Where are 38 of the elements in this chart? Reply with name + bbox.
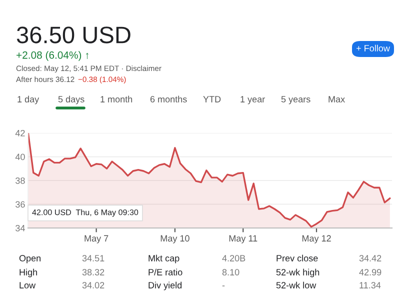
text: Div yield [148,282,182,290]
text: 38.32 [82,269,104,276]
text: Low [20,282,36,288]
text: Prev close [276,254,318,262]
text: 5 days [58,96,84,104]
text: 6 months [150,96,187,102]
text: 5 years [281,96,310,104]
text: + Follow [356,44,390,52]
text: 52-wk low [276,282,316,288]
y-tick-label: 38 [16,177,25,184]
y-tick-label: 36 [16,201,25,208]
text: 1 month [100,96,132,102]
text: 34.02 [82,282,104,288]
text: 52-wk high [276,268,320,278]
text: 11.34 [360,282,381,288]
text: 42.99 [359,269,382,276]
chart-title: 36.50 USD [16,26,130,44]
text: Mkt cap [148,254,180,264]
annotation: 42.00 USD Thu, 6 May 09:30 [32,209,138,217]
x-tick-label: May 11 [229,235,258,244]
text: P/E ratio [148,268,182,276]
x-tick-label: May 7 [84,235,108,244]
text: High [20,268,37,278]
text: 1 year [240,96,265,104]
chart-subtitle: +2.08 (6.04%) ↑ [16,51,88,61]
text: YTD [203,96,221,102]
text: 1 day [18,96,40,104]
y-tick-label: 40 [15,154,25,160]
text: Max [328,96,345,102]
text: 34.42 [359,255,382,262]
text: 8.10 [222,269,240,276]
x-tick-label: May 12 [302,235,331,244]
text: 34.51 [82,255,104,262]
text: 4.20B [222,255,246,262]
text: Open [19,255,40,264]
y-tick-label: 42 [15,130,25,136]
x-tick-label: May 10 [160,235,190,244]
y-tick-label: 34 [16,224,25,232]
